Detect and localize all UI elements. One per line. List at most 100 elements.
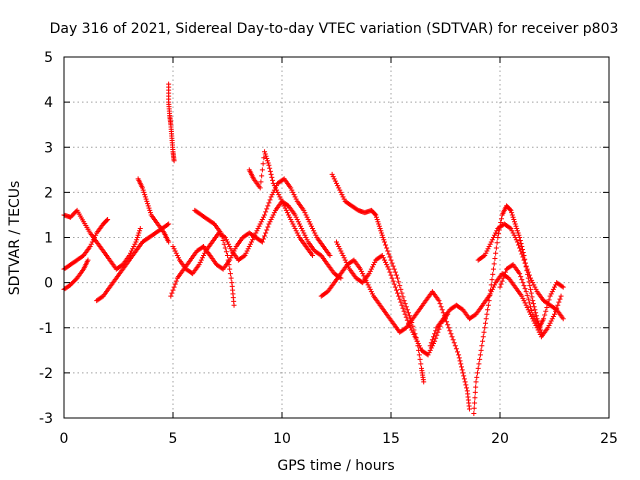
data-point [493,245,499,251]
data-point [399,302,405,308]
data-point [488,282,494,288]
data-point [472,389,478,395]
data-point [471,405,477,411]
data-point [289,219,295,225]
data-point [387,254,393,260]
data-point [495,235,501,240]
data-point [366,271,372,277]
data-point [537,332,543,338]
data-point [267,168,273,174]
data-point [464,385,470,391]
data-point [270,180,276,186]
data-point [456,352,462,358]
data-point [399,290,405,296]
data-point [281,203,287,209]
data-point [359,268,365,274]
data-point [514,228,520,234]
data-point [374,216,380,222]
data-point [166,221,172,227]
data-point [308,223,314,229]
data-point [331,176,337,182]
data-point [451,340,457,346]
data-point [253,230,259,236]
data-point [171,246,177,252]
data-point [134,237,140,243]
data-point [531,313,537,319]
data-point [509,212,515,218]
data-point [146,205,152,211]
data-point [305,216,311,222]
data-point [525,269,531,275]
data-point [227,266,233,272]
data-point [275,189,281,195]
data-point [492,256,498,262]
data-point [269,192,275,198]
data-point [460,370,466,376]
y-tick-label: 5 [44,50,53,66]
data-point [418,361,424,367]
data-point [335,241,341,247]
data-point [385,264,391,270]
data-point [267,219,273,225]
data-point [294,230,300,236]
data-point [427,347,433,353]
data-point [393,287,399,293]
data-point [416,343,422,349]
data-point [529,294,535,300]
data-point [265,160,271,166]
data-point [72,277,78,283]
data-point [516,232,522,238]
data-point [336,244,342,250]
data-point [294,216,300,222]
data-point [492,232,498,238]
chart-title: Day 316 of 2021, Sidereal Day-to-day VTE… [50,21,619,37]
data-point [301,230,307,236]
data-point [282,205,288,211]
data-point [131,244,137,250]
data-point [317,252,323,258]
data-point [133,239,139,245]
data-point [426,350,432,356]
data-point [436,298,442,304]
data-point [474,374,480,380]
data-point [521,298,527,304]
data-point [366,284,372,290]
data-point [71,211,77,217]
data-point [293,196,299,202]
data-point [475,365,481,371]
data-point [293,214,299,220]
data-point [119,262,125,268]
y-tick-label: 1 [44,231,53,247]
data-point [496,231,502,237]
data-point [544,304,550,310]
data-point [69,281,75,287]
data-point [462,379,468,385]
data-point [428,345,434,351]
data-point [392,269,398,275]
data-point [510,230,516,236]
data-point [290,189,296,195]
y-tick-label: -2 [39,366,53,382]
data-point [284,210,290,216]
data-point [165,222,171,228]
data-point [517,238,523,244]
data-point [228,246,234,252]
data-point [494,228,500,234]
data-point [520,295,526,301]
data-point [223,237,229,243]
data-point [378,228,384,234]
data-point [228,275,234,281]
data-point [302,232,308,238]
data-point [498,281,504,287]
data-point [145,203,151,209]
data-point [295,219,301,225]
y-axis-label: SDTVAR / TECUs [7,181,23,296]
data-point [401,308,407,314]
data-point [507,225,513,231]
x-axis-label: GPS time / hours [277,458,394,474]
data-point [450,337,456,343]
data-point [225,253,230,259]
data-point [263,209,269,215]
data-point [521,283,527,289]
data-point [99,294,105,300]
